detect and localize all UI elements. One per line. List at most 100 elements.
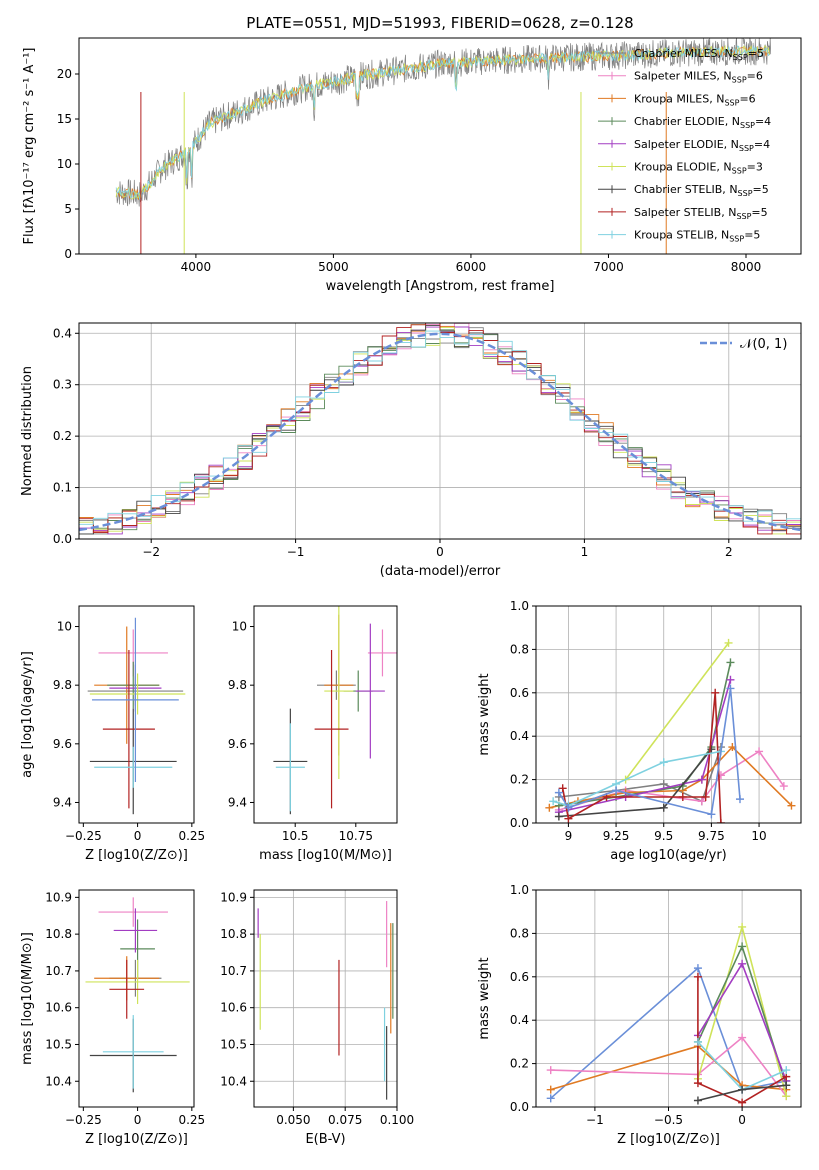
- x-tick-label: 9.25: [603, 829, 630, 843]
- plus-marker: [738, 959, 747, 968]
- panel-6: 0.050 0.075 0.100 10.4 10.5 10.6 10.7 10.8 10.9 E…: [220, 889, 414, 1147]
- x-tick-label: 0.25: [178, 1113, 205, 1127]
- y-tick-label: 9.8: [228, 678, 247, 692]
- axes-frame: [535, 605, 802, 824]
- y-tick-label: 10.9: [220, 890, 247, 904]
- x-tick-label: 0.25: [178, 829, 205, 843]
- panel-5: −0.25 0 0.25 10.4 10.5 10.6 10.7 10.8 10.9 Z [log…: [20, 889, 205, 1147]
- plus-marker: [693, 972, 702, 981]
- x-tick-label: 9.5: [654, 829, 673, 843]
- x-tick-label: 6000: [456, 260, 487, 274]
- plot-area: [79, 323, 801, 535]
- legend: 𝒩(0, 1): [700, 337, 787, 352]
- legend-label: Chabrier MILES, NSSP=5: [634, 47, 764, 62]
- plus-marker: [546, 1085, 555, 1094]
- x-axis-label: E(B-V): [305, 1132, 345, 1147]
- plus-marker: [787, 801, 796, 810]
- y-tick-label: 0.6: [510, 686, 529, 700]
- x-axis-label: wavelength [Angstrom, rest frame]: [326, 279, 555, 294]
- y-tick-label: 0.8: [510, 926, 529, 940]
- y-tick-label: 10.8: [45, 927, 72, 941]
- x-tick-label: 10.5: [282, 829, 309, 843]
- y-tick-label: 0.0: [510, 1100, 529, 1114]
- plus-marker: [707, 745, 716, 754]
- plus-marker: [707, 810, 716, 819]
- plus-marker: [612, 786, 621, 795]
- y-axis-label: mass weight: [477, 673, 492, 755]
- legend-label: Salpeter MILES, NSSP=6: [634, 70, 763, 85]
- panel-7: −1 −0.5 0 0.0 0.2 0.4 0.6 0.8 1.0 Z [log10(Z/Z⊙)]…: [477, 883, 802, 1147]
- x-tick-label: 10: [751, 829, 766, 843]
- plus-marker: [779, 782, 788, 791]
- x-axis-label: Z [log10(Z/Z⊙)]: [85, 848, 188, 863]
- panel-3: 10.5 10.75 9.4 9.6 9.8 10 mass [log10(M/M⊙)]: [228, 605, 398, 863]
- plus-marker: [546, 1094, 555, 1103]
- y-tick-label: 0.2: [510, 773, 529, 787]
- y-tick-label: 0.2: [510, 1057, 529, 1071]
- plus-marker: [726, 658, 735, 667]
- y-tick-label: 9.4: [53, 795, 72, 809]
- x-tick-label: −0.25: [65, 1113, 102, 1127]
- y-axis-label: age [log10(age/yr)]: [20, 651, 35, 778]
- plus-marker: [726, 684, 735, 693]
- x-tick-label: 1: [581, 545, 589, 559]
- panel-2: −0.25 0 0.25 9.4 9.6 9.8 10 Z [log10(Z/Z⊙)] age …: [20, 605, 205, 863]
- x-axis-label: age log10(age/yr): [610, 848, 727, 863]
- x-tick-label: −0.5: [654, 1113, 683, 1127]
- legend-label: Chabrier ELODIE, NSSP=4: [634, 115, 771, 130]
- x-tick-label: 0: [134, 829, 142, 843]
- y-axis-label: mass weight: [477, 957, 492, 1039]
- legend-label: Chabrier STELIB, NSSP=5: [634, 183, 769, 198]
- y-tick-label: 10: [57, 620, 72, 634]
- normal-curve: [79, 332, 801, 532]
- x-tick-label: −0.25: [65, 829, 102, 843]
- plus-marker: [711, 688, 720, 697]
- y-tick-label: 20: [57, 67, 72, 81]
- x-tick-label: 2: [725, 545, 733, 559]
- plus-marker: [564, 814, 573, 823]
- plot-area: [85, 897, 190, 1093]
- x-tick-label: 8000: [731, 260, 762, 274]
- axes-frame: [78, 889, 195, 1108]
- plot-area: [87, 617, 186, 815]
- mass-weight-line: [550, 966, 787, 1099]
- plus-marker: [738, 922, 747, 931]
- plus-marker: [554, 788, 563, 797]
- x-tick-label: 0.075: [328, 1113, 362, 1127]
- plus-marker: [693, 1096, 702, 1105]
- y-tick-label: 0.8: [510, 642, 529, 656]
- x-tick-label: −1: [586, 1113, 604, 1127]
- figure-title: PLATE=0551, MJD=51993, FIBERID=0628, z=0…: [246, 14, 633, 32]
- y-tick-label: 10: [232, 620, 247, 634]
- plus-marker: [724, 638, 733, 647]
- y-tick-label: 10.4: [220, 1074, 247, 1088]
- plus-marker: [782, 1081, 791, 1090]
- x-axis-label: mass [log10(M/M⊙)]: [259, 848, 392, 863]
- plus-marker: [549, 797, 558, 806]
- plus-marker: [554, 812, 563, 821]
- y-tick-label: 9.8: [53, 678, 72, 692]
- plus-marker: [678, 792, 687, 801]
- y-tick-label: 9.4: [228, 795, 247, 809]
- y-tick-label: 10.4: [45, 1074, 72, 1088]
- plot-area: [257, 901, 394, 1100]
- plus-marker: [726, 675, 735, 684]
- plus-marker: [697, 797, 706, 806]
- y-tick-label: 10.7: [220, 964, 247, 978]
- legend-label: Kroupa ELODIE, NSSP=3: [634, 161, 763, 176]
- y-tick-label: 1.0: [510, 599, 529, 613]
- mass-weight-line: [697, 976, 787, 1104]
- y-tick-label: 10.6: [220, 1001, 247, 1015]
- plus-marker: [738, 1033, 747, 1042]
- y-axis-label: Normed distribution: [20, 366, 35, 496]
- legend-label: Salpeter STELIB, NSSP=5: [634, 206, 768, 221]
- mass-weight-line: [558, 688, 741, 816]
- plus-marker: [558, 784, 567, 793]
- mass-weight-line: [550, 1036, 787, 1097]
- axes-frame: [253, 889, 398, 1108]
- y-tick-label: 0.4: [510, 729, 529, 743]
- plus-marker: [693, 964, 702, 973]
- y-tick-label: 10.9: [45, 890, 72, 904]
- axes-frame: [535, 889, 802, 1108]
